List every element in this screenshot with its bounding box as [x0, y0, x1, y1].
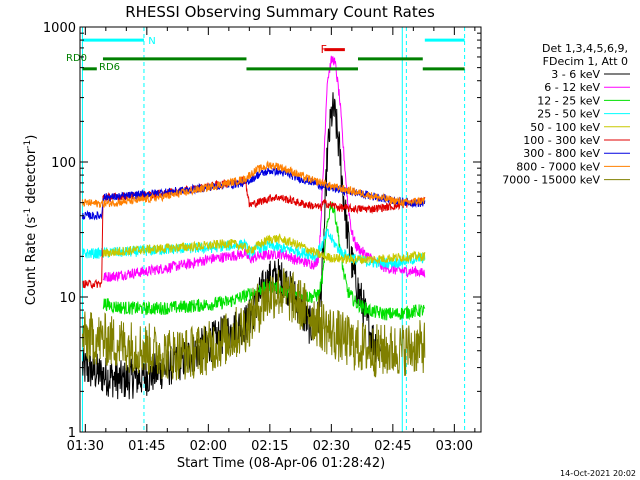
series-line-8	[82, 268, 426, 381]
y-tick-label: 10	[59, 291, 76, 306]
series-group	[82, 55, 426, 400]
legend-label: 7000 - 15000 keV	[502, 174, 600, 187]
y-axis-label-close: )	[24, 135, 39, 140]
annotation-label-rd6: RD6	[99, 62, 120, 73]
legend-label: 3 - 6 keV	[551, 68, 600, 81]
y-tick-label: 1000	[43, 21, 76, 36]
legend: Det 1,3,4,5,6,9,FDecim 1, Att 03 - 6 keV…	[502, 42, 630, 187]
legend-label: 300 - 800 keV	[523, 147, 600, 160]
legend-label: 12 - 25 keV	[537, 94, 600, 107]
legend-header: Det 1,3,4,5,6,9,	[542, 42, 628, 55]
annotation-label-f: F	[321, 43, 327, 56]
annotation-group: N RD0 RD6 F	[66, 36, 465, 73]
chart-title: RHESSI Observing Summary Count Rates	[125, 3, 435, 21]
x-tick-label: 02:30	[313, 439, 350, 454]
series-line-7	[82, 160, 425, 208]
x-axis-label: Start Time (08-Apr-06 01:28:42)	[177, 456, 385, 471]
axes: 1 10 100 1000 01:30 01:45 02:00 02:15 02:30 02:45…	[43, 21, 482, 454]
legend-header: FDecim 1, Att 0	[543, 55, 628, 68]
y-tick-label: 1	[68, 426, 76, 441]
y-axis-label-part: Count Rate (s	[24, 217, 39, 306]
annotation-label-n: N	[148, 36, 155, 47]
annotation-label-rd0: RD0	[66, 53, 87, 64]
y-tick-label: 100	[51, 156, 76, 171]
y-axis-label-exponent: -1	[23, 208, 33, 217]
legend-label: 800 - 7000 keV	[516, 160, 600, 173]
series-line-1	[102, 55, 426, 283]
footer-timestamp: 14-Oct-2021 20:02	[560, 469, 636, 478]
x-tick-label: 02:15	[251, 439, 288, 454]
y-axis-label-part2: detector	[24, 148, 39, 208]
x-tick-label: 01:45	[128, 439, 165, 454]
legend-label: 100 - 300 keV	[523, 134, 600, 147]
plot-frame	[79, 26, 482, 433]
series-line-4	[102, 233, 426, 266]
x-tick-label: 02:00	[190, 439, 227, 454]
y-axis-label-exponent2: -1	[23, 140, 33, 149]
y-axis-label: Count Rate (s-1 detector-1)	[23, 135, 39, 306]
legend-label: 25 - 50 keV	[537, 108, 600, 121]
series-line-2	[102, 201, 426, 321]
x-tick-label: 03:00	[436, 439, 473, 454]
legend-label: 6 - 12 keV	[544, 81, 600, 94]
legend-label: 50 - 100 keV	[530, 121, 600, 134]
x-tick-label: 01:30	[67, 439, 104, 454]
x-tick-label: 02:45	[374, 439, 411, 454]
